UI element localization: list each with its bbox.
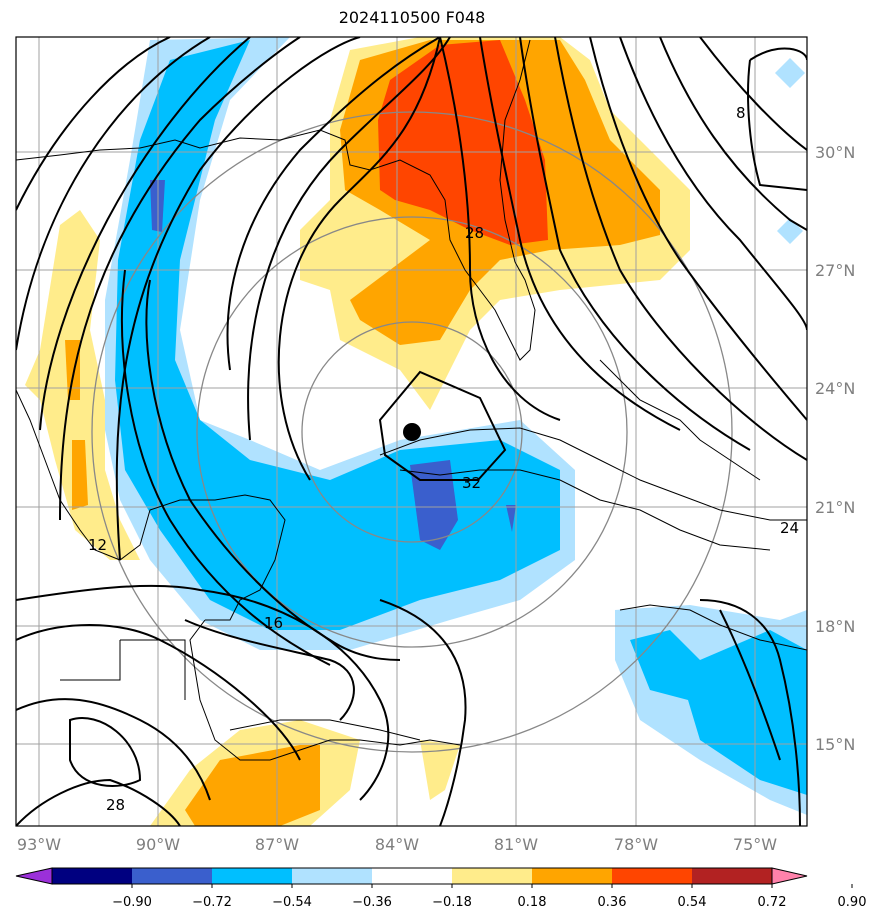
- cuba-south: [399, 469, 771, 551]
- colorbar-swatch: [692, 868, 773, 884]
- gulf-coast: [16, 129, 536, 361]
- bahamas: [599, 359, 761, 481]
- yucatan: [189, 619, 461, 761]
- lat-tick-label: 30°N: [815, 143, 855, 162]
- contour-label: 12: [88, 536, 107, 554]
- range-rings: [91, 111, 733, 753]
- colorbar-tick-label: −0.54: [272, 895, 312, 910]
- cuba: [379, 427, 807, 521]
- contour-16: [184, 619, 355, 721]
- lat-tick-label: 24°N: [815, 379, 855, 398]
- orange-south: [185, 745, 320, 826]
- contour-12: [59, 37, 301, 521]
- colorbar-swatch: [132, 868, 213, 884]
- colorbar-tick-label: 0.90: [838, 895, 867, 910]
- orange-west-2: [72, 440, 88, 510]
- contour-label: 8: [736, 104, 746, 122]
- contour-label: 28: [465, 224, 484, 242]
- yellow-west: [25, 210, 140, 560]
- lon-tick-label: 87°W: [255, 835, 299, 854]
- colorbar-tick-label: 0.72: [758, 895, 787, 910]
- colorbar-tick-label: 0.18: [518, 895, 547, 910]
- lon-tick-label: 93°W: [17, 835, 61, 854]
- colorbar-outline: [51, 867, 773, 885]
- honduras: [229, 719, 421, 741]
- lat-tick-labels: 15°N 18°N 21°N 24°N 27°N 30°N: [815, 143, 855, 754]
- contour-labels: 12 16 28 32 24 8 28: [88, 104, 799, 814]
- lon-tick-label: 78°W: [614, 835, 658, 854]
- colorbar-swatch: [532, 868, 613, 884]
- blue-dark-cuba: [410, 460, 458, 550]
- colorbar-extend-low: [15, 867, 53, 885]
- contour-label: 28: [106, 796, 125, 814]
- colorbar-swatch: [212, 868, 293, 884]
- lat-tick-label: 18°N: [815, 617, 855, 636]
- colorbar-swatch: [372, 868, 453, 884]
- contour-label: 32: [462, 474, 481, 492]
- colorbar-swatch: [452, 868, 533, 884]
- colorbar: −0.90 −0.72 −0.54 −0.36 −0.18 0.18 0.36 0.54 0.7…: [15, 867, 867, 910]
- colorbar-swatch: [292, 868, 373, 884]
- colorbar-tick-label: −0.18: [432, 895, 472, 910]
- lat-tick-label: 21°N: [815, 498, 855, 517]
- blue-dark-small: [506, 505, 516, 532]
- hispaniola: [619, 604, 807, 651]
- lon-tick-label: 90°W: [136, 835, 180, 854]
- lon-tick-label: 84°W: [375, 835, 419, 854]
- colorbar-extend-high: [771, 867, 808, 885]
- orange-west: [65, 340, 80, 400]
- lon-tick-labels: 93°W 90°W 87°W 84°W 81°W 78°W 75°W: [17, 835, 777, 854]
- map-title: 2024110500 F048: [338, 8, 486, 27]
- colorbar-tick-label: 0.36: [598, 895, 627, 910]
- lon-tick-label: 75°W: [733, 835, 777, 854]
- map-frame: [15, 36, 808, 827]
- blue-diamond-ne: [775, 58, 805, 88]
- lat-tick-label: 27°N: [815, 261, 855, 280]
- colorbar-tick-label: −0.72: [192, 895, 232, 910]
- boundary-1: [120, 639, 186, 700]
- contour-label: 24: [780, 519, 799, 537]
- height-contours: [16, 37, 807, 826]
- lat-tick-label: 15°N: [815, 735, 855, 754]
- florida-east: [499, 39, 531, 263]
- colorbar-tick-label: −0.36: [352, 895, 392, 910]
- red-north: [378, 40, 548, 245]
- yellow-south-2: [420, 740, 460, 800]
- blue-diamond-e: [777, 218, 803, 244]
- contour-ring: [378, 370, 507, 481]
- colorbar-tick-label: 0.54: [678, 895, 707, 910]
- storm-center-marker: [403, 423, 421, 441]
- blue-core-east: [630, 630, 807, 795]
- colorbar-swatch: [52, 868, 133, 884]
- boundary-2: [60, 640, 121, 681]
- lon-tick-label: 81°W: [494, 835, 538, 854]
- contour-label: 16: [264, 614, 283, 632]
- colorbar-tick-label: −0.90: [112, 895, 152, 910]
- colorbar-swatch: [612, 868, 693, 884]
